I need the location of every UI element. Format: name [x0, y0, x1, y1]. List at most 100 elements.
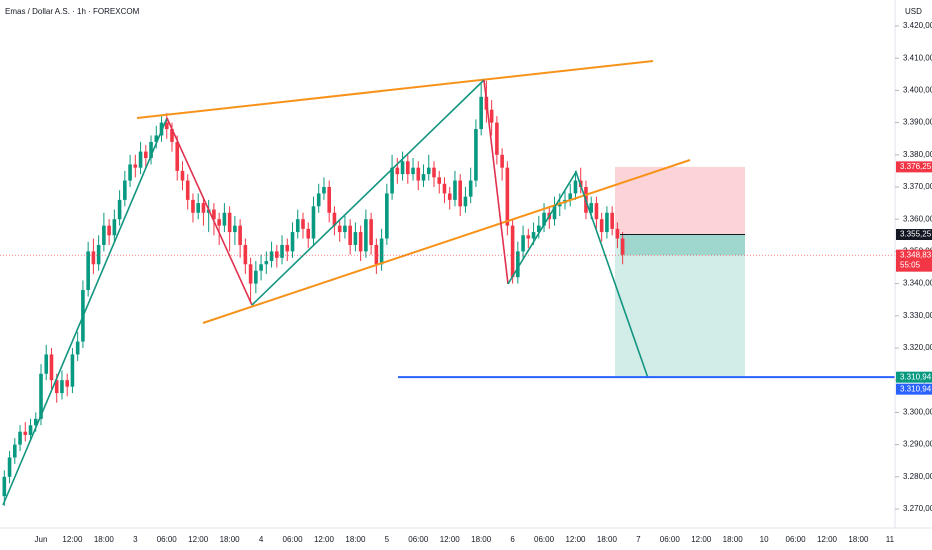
candle-body [316, 193, 321, 207]
candle-body [96, 244, 101, 265]
price-tag [896, 371, 932, 383]
candle-body [191, 199, 195, 213]
candle-body [447, 193, 452, 200]
candle-body [54, 380, 59, 394]
y-tick-label: 3.410,00 [903, 53, 932, 62]
candle-body [531, 232, 536, 239]
candle-body [552, 206, 557, 220]
x-tick-label: 10 [760, 535, 769, 544]
candle-body [33, 418, 38, 426]
x-tick-label: 12:00 [62, 535, 83, 544]
candle-body [416, 167, 421, 181]
x-tick-label: 06:00 [786, 535, 807, 544]
candle-body [505, 167, 510, 226]
candle-body [233, 225, 237, 233]
candle-body [164, 122, 169, 130]
candle-body [385, 193, 389, 239]
x-tick-label: 18:00 [848, 535, 869, 544]
candle-body [138, 151, 143, 168]
candle-body [500, 154, 504, 168]
candle-body [463, 196, 468, 207]
candle-body [599, 219, 604, 233]
candle-body [259, 264, 263, 271]
candle-body [301, 219, 305, 229]
candle-body [23, 431, 28, 435]
candle-body [322, 187, 326, 194]
candle-body [144, 151, 148, 159]
candle-body [269, 251, 274, 262]
x-tick-label: 06:00 [534, 535, 555, 544]
x-tick-label: 12:00 [314, 535, 335, 544]
x-tick-label: 06:00 [157, 535, 178, 544]
open-profit-zone [620, 234, 745, 256]
candle-body [264, 261, 269, 265]
candle-body [526, 235, 531, 239]
candle-body [390, 167, 394, 194]
candle-body [327, 187, 331, 213]
countdown: 55:05 [900, 260, 921, 269]
x-tick-label: 18:00 [345, 535, 366, 544]
candle-body [28, 425, 33, 435]
stop-zone [615, 166, 745, 235]
x-tick-label: 12:00 [691, 535, 712, 544]
target-zone [615, 234, 745, 378]
candle-body [458, 180, 462, 207]
candle-body [437, 177, 442, 184]
position-layer [615, 166, 745, 378]
price-tag-label: 3.376,25 [900, 162, 932, 171]
candle-body [123, 180, 127, 200]
candle-body [238, 225, 242, 245]
candle-body [180, 170, 185, 181]
candle-body [610, 212, 614, 229]
candle-body [400, 161, 405, 175]
candle-body [510, 225, 515, 278]
candle-body [453, 180, 457, 200]
y-tick-label: 3.330,00 [903, 311, 932, 320]
y-tick-label: 3.270,00 [903, 504, 932, 513]
candle-body [196, 203, 200, 213]
price-tag-label: 3.310,94 [900, 372, 932, 381]
y-tick-label: 3.370,00 [903, 182, 932, 191]
candle-body [421, 174, 426, 181]
y-tick-label: 3.380,00 [903, 150, 932, 159]
candle-body [112, 219, 117, 236]
x-tick-label: 06:00 [660, 535, 681, 544]
y-tick-label: 3.300,00 [903, 408, 932, 417]
candle-body [91, 251, 96, 265]
x-tick-label: 18:00 [94, 535, 115, 544]
candle-body [426, 167, 431, 175]
candle-body [290, 232, 295, 252]
candle-body [369, 219, 373, 245]
x-tick-label: 4 [259, 535, 264, 544]
candle-body [170, 129, 174, 142]
candle-body [537, 225, 541, 233]
candle-body [521, 235, 525, 252]
candle-body [374, 244, 379, 265]
candle-body [495, 122, 499, 155]
candle-body [615, 228, 620, 239]
y-tick-label: 3.280,00 [903, 472, 932, 481]
candle-body [128, 164, 132, 181]
y-tick-label: 3.420,00 [903, 21, 932, 30]
x-tick-label: Jun [35, 535, 48, 544]
x-tick-label: 12:00 [565, 535, 586, 544]
candle-body [2, 476, 7, 497]
x-tick-label: 06:00 [283, 535, 304, 544]
candle-body [217, 219, 221, 226]
candle-body [620, 238, 625, 255]
price-tag [896, 228, 932, 240]
candle-layer [2, 80, 625, 506]
y-tick-label: 3.390,00 [903, 118, 932, 127]
y-tick-label: 3.320,00 [903, 343, 932, 352]
candle-body [248, 264, 253, 284]
candle-body [154, 135, 159, 142]
candle-body [227, 212, 232, 233]
candle-body [60, 380, 64, 394]
candle-body [353, 232, 358, 245]
price-tag [896, 249, 932, 272]
trend-line [202, 159, 691, 324]
candle-body [44, 354, 49, 374]
